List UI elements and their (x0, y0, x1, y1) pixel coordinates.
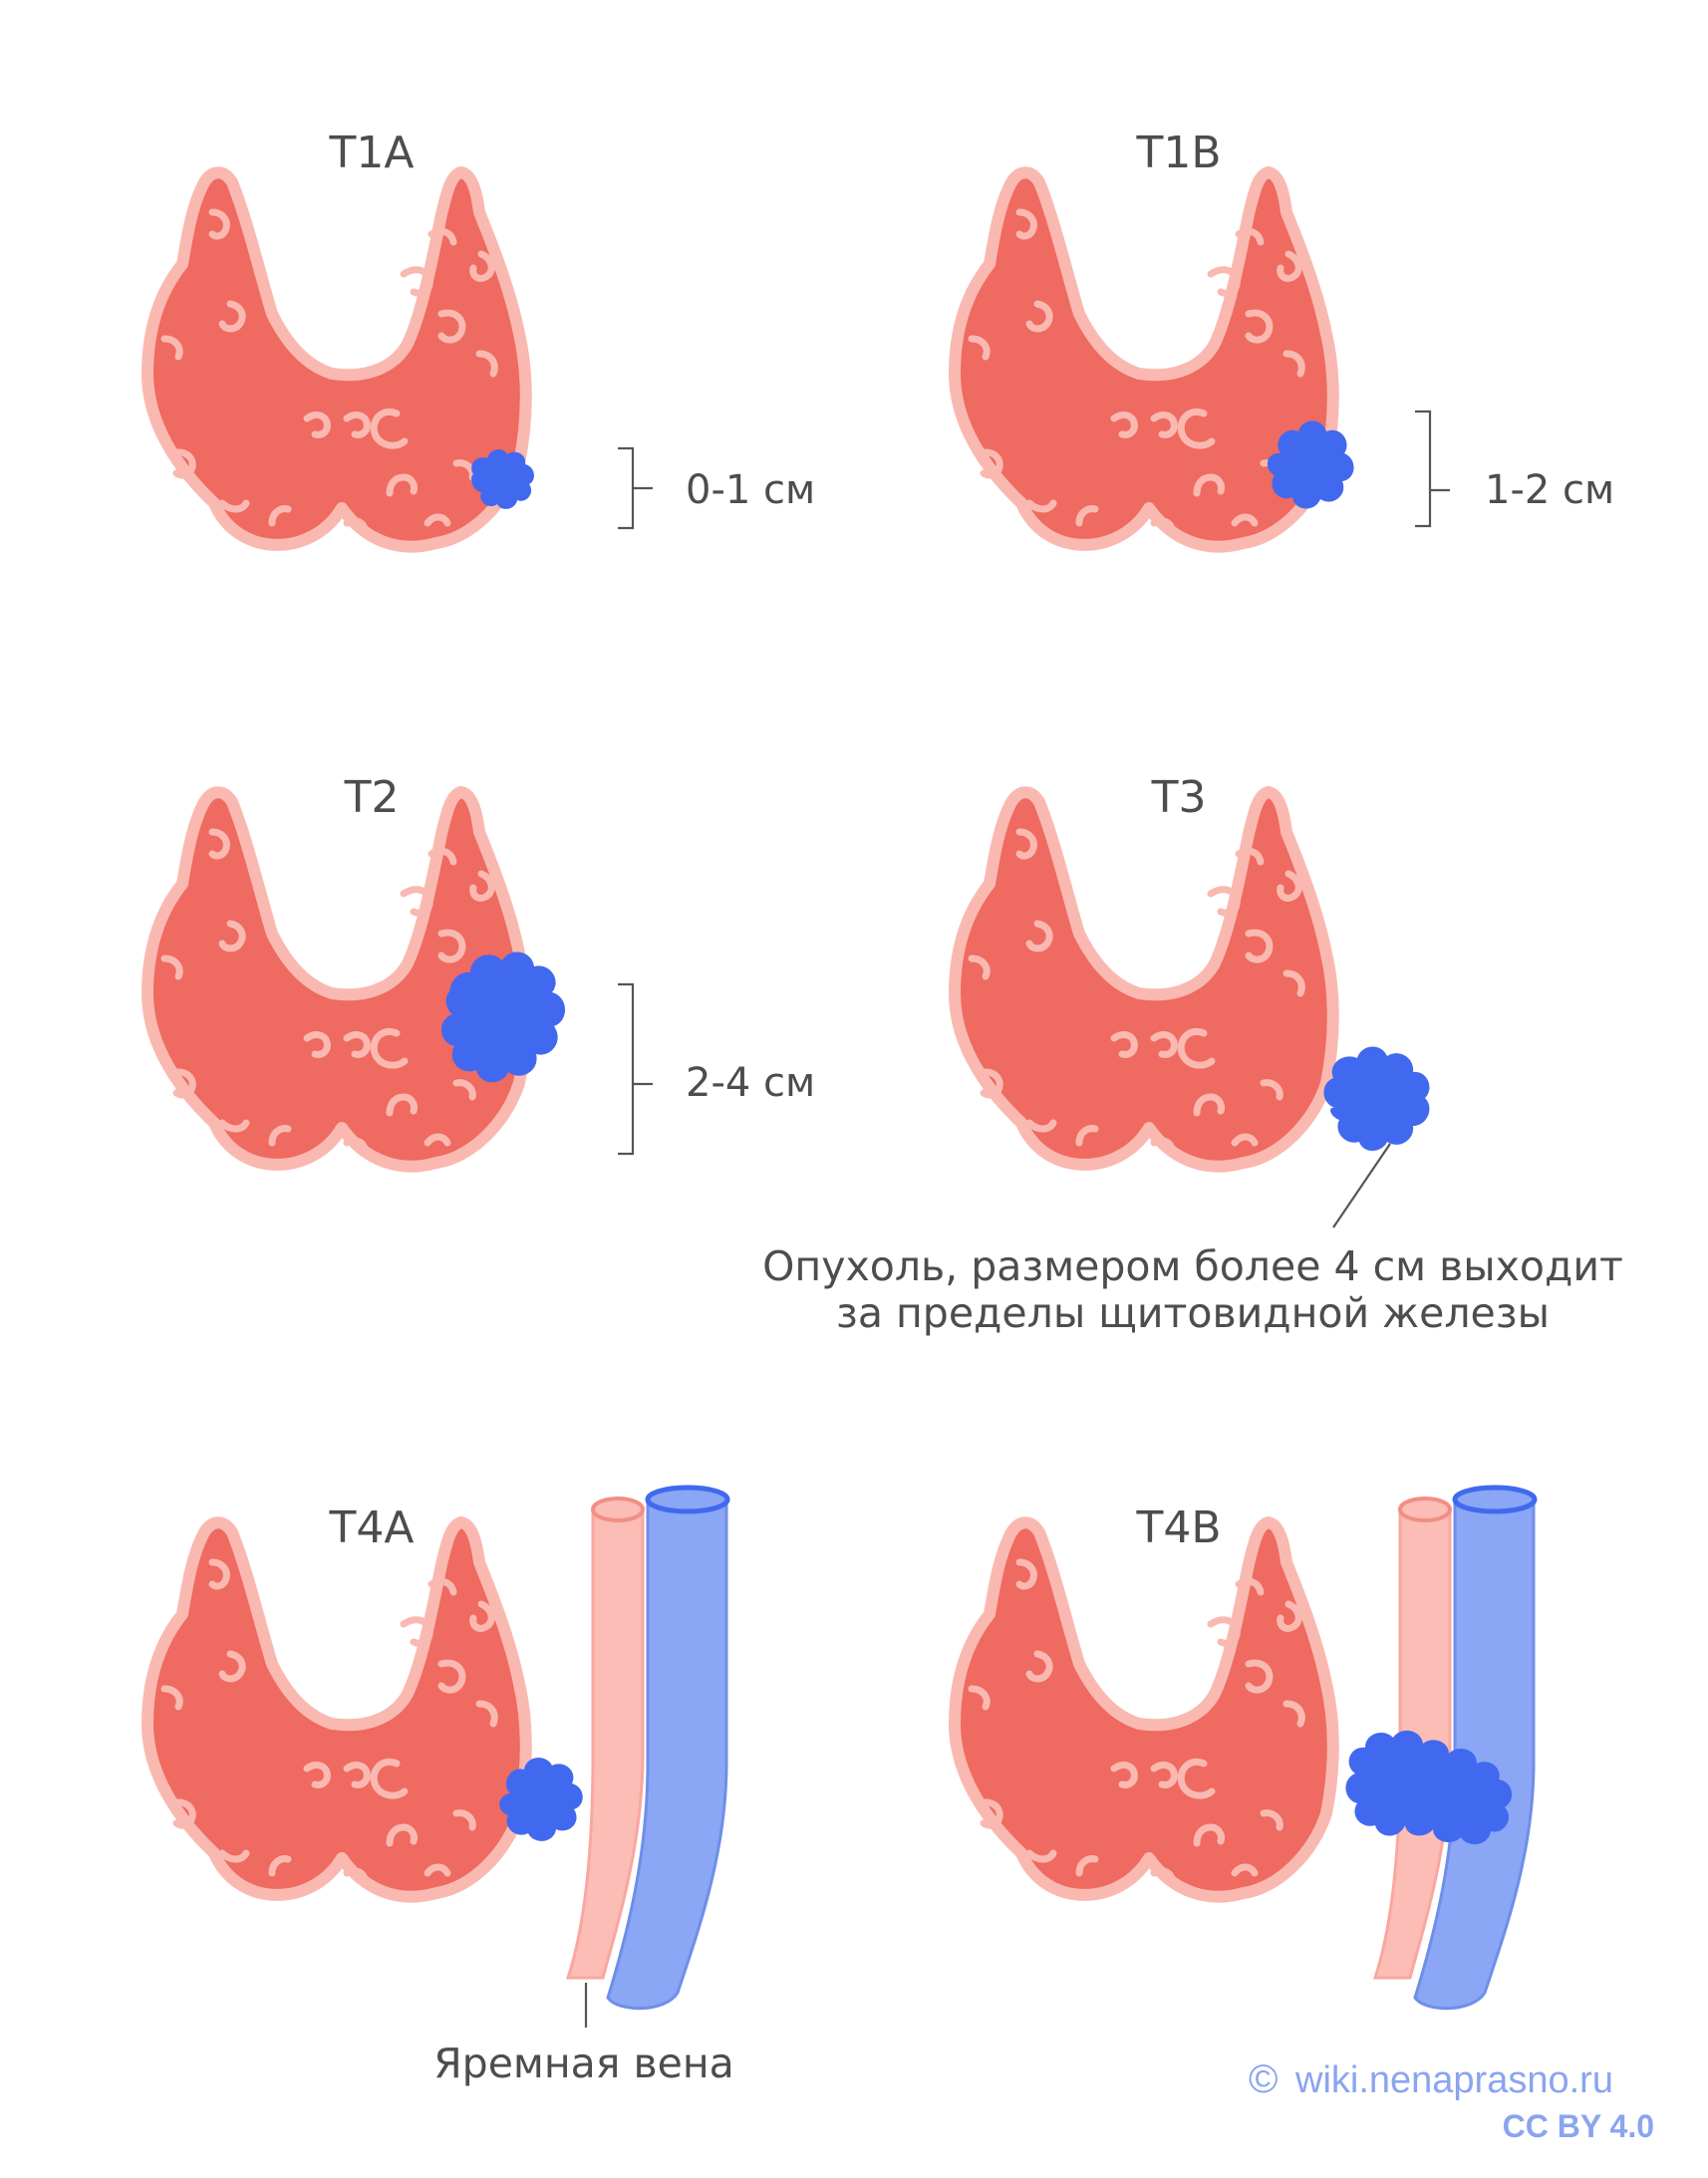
thyroid-gland (147, 172, 526, 547)
artery-opening (1398, 1497, 1452, 1522)
dimension-label-t2: 2-4 см (686, 1060, 815, 1106)
panel-t1a: T1A 0-1 см (147, 128, 815, 547)
panel-t1b: T1B 1-2 см (955, 128, 1614, 547)
stage-title-t1a: T1A (329, 128, 415, 178)
vein-opening (1452, 1485, 1538, 1514)
t3-note-line-1: Опухоль, размером более 4 см выходит (762, 1242, 1623, 1290)
credit-site-link[interactable]: wiki.nenaprasno.ru (1294, 2059, 1613, 2101)
stage-title-t2: T2 (344, 772, 400, 823)
stage-title-t4a: T4A (329, 1502, 415, 1553)
jugular-vein (606, 1497, 728, 2011)
stage-title-t4b: T4B (1135, 1502, 1221, 1553)
thyroid-gland (147, 1522, 526, 1897)
t3-note-line-2: за пределы щитовидной железы (836, 1289, 1550, 1337)
panel-t2: T2 2-4 см (147, 772, 815, 1167)
vein-label: Яремная вена (433, 2040, 734, 2087)
panel-t4a: T4A Яремная вена (147, 1485, 734, 2087)
tumor-t3 (1323, 1046, 1430, 1151)
copyright-icon: © (1249, 2057, 1278, 2101)
tumor-t1a (471, 449, 534, 509)
license-label: CC BY 4.0 (1503, 2108, 1654, 2144)
tumor-t4a (499, 1758, 583, 1841)
note-leader-line (1332, 1143, 1391, 1228)
size-bracket (1415, 409, 1450, 528)
tumor-t2 (440, 952, 566, 1083)
thyroid-gland (955, 792, 1333, 1167)
artery-vessel (565, 1507, 645, 1980)
credit-block: © wiki.nenaprasno.ru CC BY 4.0 (1249, 2057, 1654, 2144)
panel-t4b: T4B (955, 1485, 1538, 2011)
stage-title-t1b: T1B (1135, 128, 1221, 178)
jugular-vessels (565, 1485, 730, 2011)
artery-opening (591, 1497, 645, 1522)
vein-opening (645, 1485, 730, 1514)
dimension-label-t1a: 0-1 см (686, 467, 815, 513)
jugular-vein (1413, 1497, 1536, 2011)
size-bracket (618, 982, 653, 1156)
thyroid-gland (955, 1522, 1333, 1897)
tumor-t4b (1345, 1730, 1513, 1845)
size-bracket (618, 446, 653, 530)
stage-title-t3: Т3 (1151, 772, 1207, 823)
dimension-label-t1b: 1-2 см (1485, 467, 1614, 513)
tumor-t1b (1267, 420, 1354, 509)
panel-t3: Т3 Опухоль, размером более 4 см выходит … (762, 772, 1623, 1337)
